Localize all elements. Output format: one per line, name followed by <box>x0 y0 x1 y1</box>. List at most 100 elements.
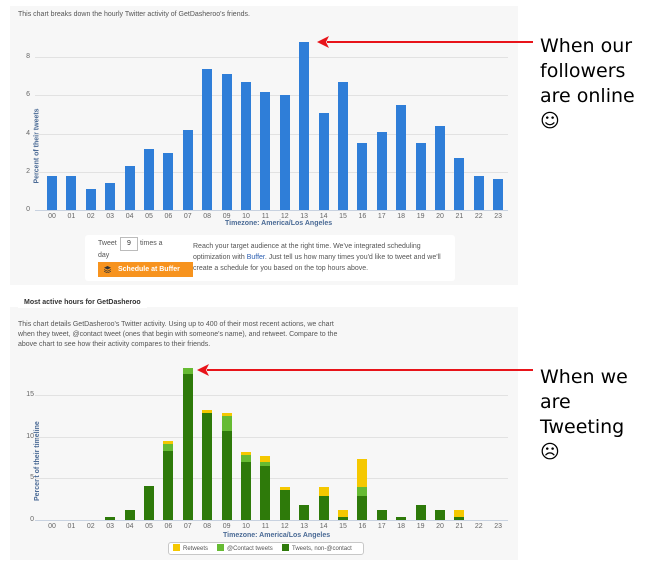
bottom-chart-xtitle: Timezone: America/Los Angeles <box>223 532 331 539</box>
legend-item-tweets-non-contact[interactable]: Tweets, non-@contact <box>282 544 352 554</box>
stacked-bar-hour-12[interactable] <box>279 486 290 520</box>
x-tick-label: 16 <box>358 523 367 530</box>
bar-hour-05[interactable] <box>144 148 154 210</box>
bar-hour-18[interactable] <box>396 104 407 210</box>
bar-segment <box>454 509 465 517</box>
own-activity-chart: Percent of their timeline 0 5 10 15 00 01 02 0… <box>26 368 508 539</box>
stacked-bar-hour-20[interactable] <box>435 509 445 520</box>
y-tick-label: 10 <box>26 432 34 440</box>
bar-segment <box>279 489 290 520</box>
x-tick-label: 02 <box>86 523 95 530</box>
stacked-bar-hour-17[interactable] <box>376 509 387 520</box>
gridline <box>35 436 508 438</box>
bar-segment <box>241 461 251 520</box>
bar-segment <box>376 509 387 520</box>
legend-item-retweets[interactable]: Retweets <box>173 544 208 554</box>
x-tick-label: 07 <box>183 213 192 220</box>
bar-segment <box>124 509 135 520</box>
buffer-desc-text-2: . Just tell us how many times you'd like… <box>193 254 441 272</box>
bar-hour-01[interactable] <box>66 175 77 210</box>
bar-hour-10[interactable] <box>241 82 251 210</box>
x-tick-label: 06 <box>164 523 173 530</box>
stacked-bar-hour-14[interactable] <box>318 486 329 520</box>
bar-segment <box>202 409 213 414</box>
bar-hour-07[interactable] <box>182 129 193 210</box>
stacked-bar-hour-15[interactable] <box>338 509 348 520</box>
bar-segment <box>338 516 348 520</box>
stacked-bar-hour-19[interactable] <box>415 504 426 520</box>
x-tick-label: 09 <box>222 213 231 220</box>
x-tick-label: 11 <box>261 523 270 530</box>
bar-segment <box>454 516 465 520</box>
stacked-bar-hour-18[interactable] <box>396 516 407 520</box>
bar-segment <box>163 444 174 451</box>
x-tick-label: 14 <box>319 523 328 530</box>
bar-hour-13[interactable] <box>299 41 310 210</box>
stacked-bar-hour-10[interactable] <box>241 451 251 520</box>
x-tick-label: 20 <box>436 213 444 220</box>
x-tick-label: 07 <box>183 523 192 530</box>
bar-hour-17[interactable] <box>376 131 387 210</box>
x-tick-label: 22 <box>474 523 483 530</box>
stacked-bar-hour-11[interactable] <box>260 455 271 520</box>
x-tick-label: 04 <box>125 523 134 530</box>
legend-item-contact-tweets[interactable]: @Contact tweets <box>217 544 273 554</box>
buffer-link[interactable]: Buffer <box>246 254 265 261</box>
bar-segment <box>415 504 426 520</box>
x-tick-label: 01 <box>67 523 76 530</box>
y-tick-label: 6 <box>26 91 30 99</box>
stacked-bar-hour-04[interactable] <box>124 509 135 520</box>
x-tick-label: 23 <box>494 213 503 220</box>
stacked-bar-hour-16[interactable] <box>357 459 368 520</box>
x-tick-label: 04 <box>125 213 134 220</box>
top-annotation-text: When our followers are online ☺ <box>540 35 635 132</box>
bar-hour-06[interactable] <box>163 152 174 210</box>
bar-segment <box>435 509 445 520</box>
bar-hour-15[interactable] <box>338 82 348 210</box>
x-tick-label: 15 <box>339 213 347 220</box>
bar-segment <box>105 516 116 520</box>
stacked-bar-hour-06[interactable] <box>163 440 174 520</box>
bar-hour-20[interactable] <box>435 125 445 210</box>
stacked-bar-hour-07[interactable] <box>182 368 193 520</box>
bar-hour-11[interactable] <box>260 91 271 210</box>
tweets-per-day-input[interactable] <box>120 237 138 251</box>
smiley-icon: ☺ <box>540 110 560 132</box>
bar-segment <box>318 495 329 520</box>
bar-hour-16[interactable] <box>357 143 368 210</box>
bar-hour-08[interactable] <box>202 68 213 210</box>
x-axis-line <box>35 520 508 521</box>
schedule-at-buffer-button[interactable]: Schedule at Buffer <box>98 262 193 277</box>
bottom-annotation-text: When we are Tweeting ☹ <box>540 366 628 463</box>
bar-hour-14[interactable] <box>318 112 329 210</box>
bar-hour-21[interactable] <box>454 158 465 210</box>
buffer-stack-icon <box>104 266 111 273</box>
bar-hour-19[interactable] <box>415 143 426 210</box>
stacked-bar-hour-13[interactable] <box>299 504 310 520</box>
bar-segment <box>221 416 232 431</box>
bar-hour-12[interactable] <box>279 95 290 210</box>
bar-hour-09[interactable] <box>221 74 232 210</box>
y-tick-label: 4 <box>26 129 30 137</box>
stacked-bar-hour-09[interactable] <box>221 413 232 520</box>
x-tick-label: 19 <box>416 523 425 530</box>
bar-hour-02[interactable] <box>85 188 96 210</box>
bar-hour-23[interactable] <box>493 179 504 210</box>
stacked-bar-hour-08[interactable] <box>202 409 213 520</box>
bar-segment <box>357 486 368 496</box>
x-tick-label: 19 <box>416 213 425 220</box>
bar-hour-00[interactable] <box>47 175 57 210</box>
schedule-button-label: Schedule at Buffer <box>118 266 180 273</box>
x-tick-label: 15 <box>339 523 347 530</box>
bar-hour-04[interactable] <box>124 166 135 210</box>
bar-hour-22[interactable] <box>473 175 484 210</box>
x-tick-label: 22 <box>474 213 483 220</box>
stacked-bar-hour-03[interactable] <box>105 516 116 520</box>
stacked-bar-hour-21[interactable] <box>454 509 465 520</box>
bar-hour-03[interactable] <box>105 183 116 210</box>
gridline <box>35 171 508 173</box>
bar-segment <box>396 516 407 520</box>
stacked-bar-hour-05[interactable] <box>144 485 154 520</box>
x-tick-label: 13 <box>300 213 309 220</box>
